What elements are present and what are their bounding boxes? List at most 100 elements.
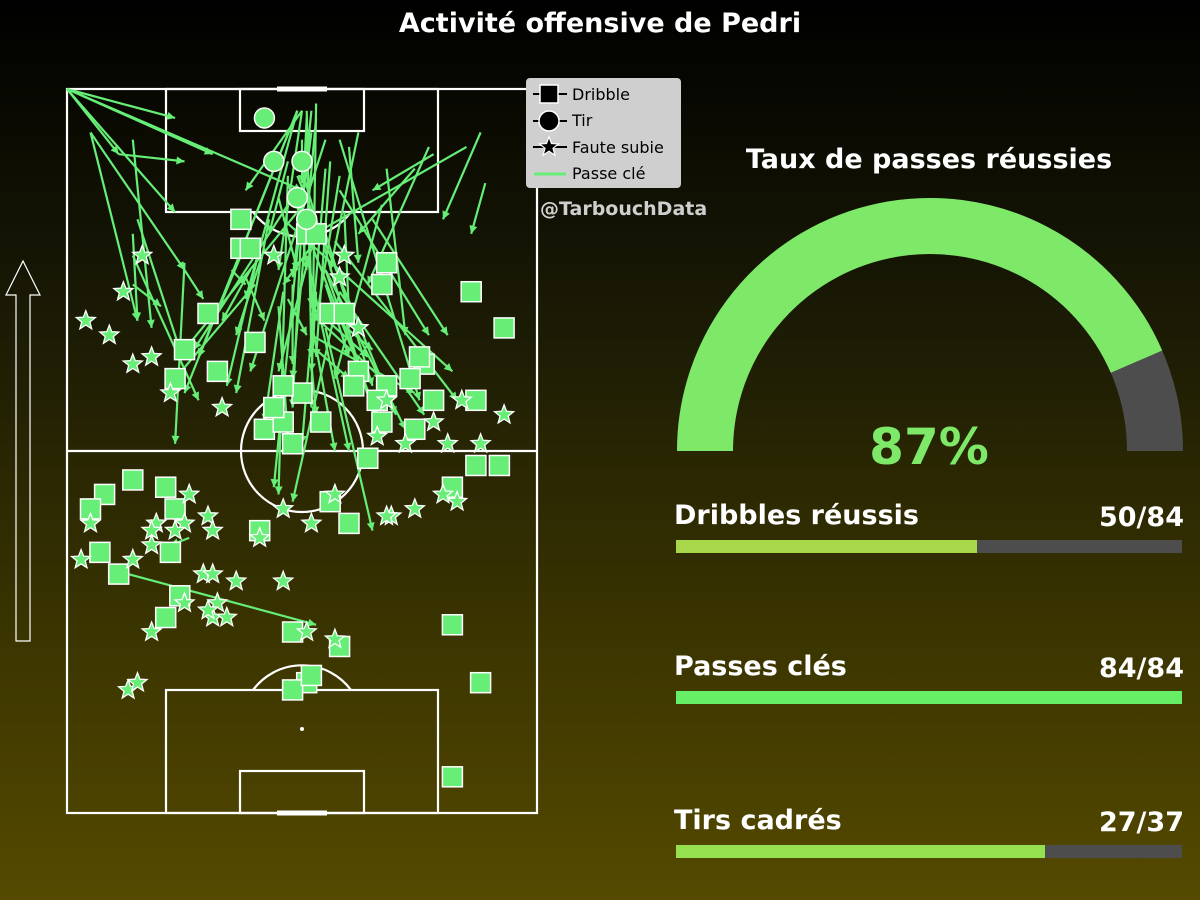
shots-layer [253, 107, 318, 231]
foul-marker [69, 547, 93, 570]
foul-marker [177, 482, 201, 504]
stat-track [676, 691, 1182, 704]
key-pass-arrowhead [133, 312, 142, 321]
shot-marker [291, 150, 313, 173]
dribble-marker [281, 679, 304, 701]
dribble-marker [465, 454, 487, 477]
key-pass-arrowhead [327, 261, 336, 270]
foul-marker [300, 511, 323, 533]
key-pass-line [347, 146, 360, 263]
foul-marker [224, 569, 248, 591]
star-icon [533, 135, 567, 157]
key-pass-line [277, 197, 299, 271]
dribble-marker [89, 541, 111, 564]
key-pass-line [66, 87, 176, 120]
key-pass-arrowhead [442, 210, 450, 220]
legend-label: Dribble [572, 84, 630, 104]
key-pass-arrowhead [358, 225, 367, 234]
key-pass-arrowhead [416, 405, 425, 415]
shot-marker [295, 208, 318, 231]
legend-label: Passe clé [572, 164, 646, 184]
foul-marker [112, 279, 135, 302]
key-pass-arrowhead [257, 311, 265, 321]
foul-marker [422, 410, 445, 432]
stat-fill [676, 691, 1182, 704]
shot-marker [253, 107, 276, 129]
key-pass-line [343, 212, 351, 314]
stat-fill [676, 845, 1046, 858]
key-pass-line [333, 204, 383, 379]
key-pass-arrowhead [353, 254, 362, 263]
key-pass-line [268, 161, 289, 235]
key-pass-line [371, 153, 435, 192]
dribble-marker [488, 454, 511, 477]
key-pass-arrowhead [367, 275, 375, 285]
legend-label: Faute subie [572, 137, 664, 157]
key-pass-arrowhead [366, 521, 375, 531]
key-pass-line [310, 103, 318, 408]
foul-marker [469, 431, 492, 454]
dribble-marker [173, 338, 196, 361]
key-pass-arrowhead [421, 326, 429, 336]
key-pass-arrowhead [166, 112, 176, 120]
legend-item-passe: Passe clé [526, 161, 681, 188]
dribble-marker [408, 346, 431, 368]
line-icon [534, 172, 566, 176]
key-pass-line [131, 255, 200, 401]
key-pass-arrowhead [299, 326, 307, 336]
foul-marker [365, 424, 389, 447]
gauge-title: Taux de passes réussies [745, 144, 1113, 175]
foul-marker [201, 518, 224, 541]
foul-marker [163, 518, 187, 541]
dribble-marker [333, 302, 356, 325]
key-pass-arrowhead [413, 391, 421, 401]
stat-value: 50/84 [1098, 502, 1184, 533]
key-pass-arrowhead [301, 261, 310, 270]
foul-marker [375, 504, 398, 526]
key-pass-arrowhead [191, 391, 199, 401]
pitch-chart [66, 87, 516, 815]
foul-marker [436, 431, 459, 454]
dribble-marker [338, 512, 360, 535]
stat-track [676, 845, 1182, 858]
dribble-marker [272, 375, 294, 397]
stat-value: 84/84 [1098, 653, 1184, 684]
dribble-marker [469, 671, 492, 694]
key-pass-line [244, 110, 303, 191]
key-pass-line [131, 233, 139, 321]
dribble-marker [493, 317, 515, 339]
foul-marker [492, 402, 516, 425]
key-pass-line [315, 175, 341, 321]
key-pass-line [66, 88, 176, 213]
foul-marker [394, 431, 417, 454]
key-pass-line [225, 248, 261, 387]
bottom-goal-box [238, 769, 366, 815]
foul-marker [271, 569, 295, 591]
key-pass-arrowhead [110, 145, 119, 155]
dribble-marker [399, 367, 421, 390]
foul-marker [262, 243, 286, 266]
foul-marker [130, 243, 154, 266]
key-pass-line [174, 283, 256, 380]
stat-label: Tirs cadrés [674, 805, 842, 836]
dribble-marker [465, 389, 487, 412]
dribble-marker [206, 360, 229, 383]
dribble-marker [300, 664, 323, 687]
dribble-marker [371, 411, 393, 433]
foul-marker [431, 482, 455, 504]
dribble-marker [371, 273, 393, 296]
pass-rate-gauge [677, 198, 1183, 452]
key-pass-arrowhead [275, 261, 284, 270]
credit-text: @TarbouchData [540, 198, 708, 220]
gauge-fill [677, 198, 1163, 452]
dribble-marker [159, 541, 182, 564]
key-pass-arrowhead [469, 225, 478, 234]
dribble-marker [291, 382, 313, 404]
stat-value: 27/37 [1098, 807, 1184, 838]
key-pass-line [66, 88, 120, 155]
key-pass-line [329, 132, 360, 271]
foul-marker [445, 489, 469, 512]
key-pass-arrowhead [343, 442, 352, 451]
dribble-marker [107, 563, 130, 585]
foul-marker [328, 265, 351, 287]
